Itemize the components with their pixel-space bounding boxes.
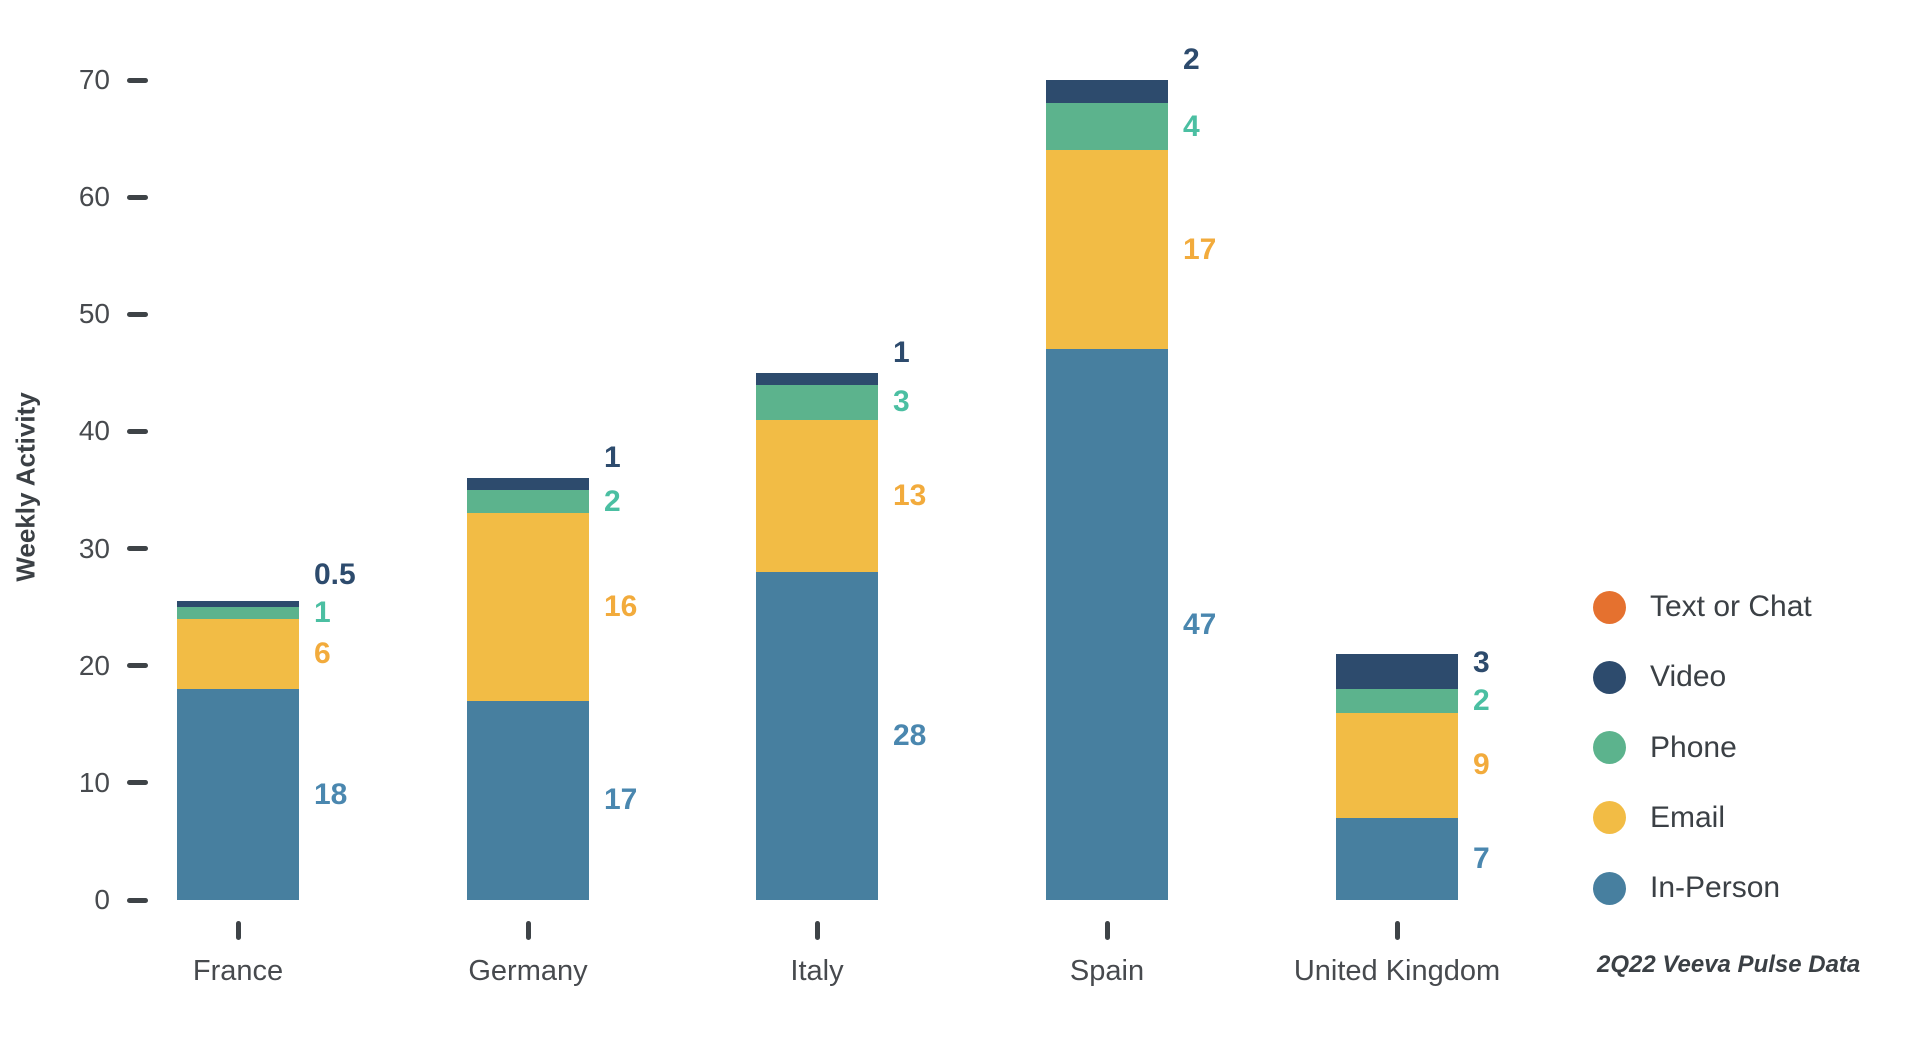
- bar-segment-video-united-kingdom: [1336, 654, 1458, 690]
- legend-swatch-text-or-chat: [1593, 590, 1626, 624]
- bar-segment-in-person-france: [177, 689, 299, 900]
- y-tick-label-30: 30: [78, 532, 110, 564]
- category-label-italy: Italy: [790, 955, 844, 987]
- x-tick-mark-spain: [1104, 921, 1110, 940]
- y-tick-mark-70: [127, 77, 148, 83]
- y-tick-label-20: 20: [78, 649, 110, 681]
- value-label-phone-italy: 3: [893, 385, 910, 419]
- source-note: 2Q22 Veeva Pulse Data: [1597, 951, 1861, 978]
- value-label-phone-france: 1: [314, 596, 331, 629]
- y-tick-mark-30: [127, 546, 148, 552]
- y-tick-mark-50: [127, 311, 148, 317]
- y-tick-label-50: 50: [78, 298, 110, 330]
- x-tick-mark-germany: [525, 921, 531, 940]
- value-label-video-italy: 1: [893, 335, 910, 369]
- value-label-phone-germany: 2: [604, 484, 621, 518]
- bar-segment-phone-united-kingdom: [1336, 689, 1458, 713]
- legend-swatch-email: [1593, 801, 1626, 835]
- value-label-email-italy: 13: [893, 478, 927, 512]
- bar-segment-email-united-kingdom: [1336, 712, 1458, 818]
- y-tick-mark-60: [127, 194, 148, 200]
- legend-label-phone: Phone: [1650, 730, 1737, 764]
- value-label-in-person-italy: 28: [893, 719, 927, 752]
- legend-label-email: Email: [1650, 800, 1726, 834]
- y-tick-label-0: 0: [94, 884, 110, 915]
- value-label-in-person-united-kingdom: 7: [1473, 842, 1490, 875]
- legend-label-in-person: In-Person: [1650, 871, 1781, 905]
- legend-swatch-video: [1593, 660, 1626, 694]
- value-label-video-france: 0.5: [314, 558, 356, 591]
- x-tick-mark-italy: [814, 921, 820, 940]
- bar-segment-email-italy: [756, 419, 878, 572]
- legend-label-video: Video: [1650, 660, 1727, 694]
- value-label-video-spain: 2: [1183, 43, 1200, 76]
- value-label-phone-spain: 4: [1183, 109, 1200, 143]
- value-label-in-person-france: 18: [314, 777, 348, 811]
- bar-segment-video-italy: [756, 372, 878, 385]
- y-tick-mark-40: [127, 428, 148, 434]
- bar-segment-video-germany: [467, 478, 589, 490]
- bar-segment-email-germany: [467, 513, 589, 701]
- category-label-united-kingdom: United Kingdom: [1293, 955, 1501, 987]
- bar-segment-phone-france: [177, 607, 299, 619]
- y-tick-label-40: 40: [78, 415, 110, 447]
- x-tick-mark-france: [235, 921, 241, 940]
- bar-segment-email-spain: [1046, 150, 1168, 350]
- bar-segment-phone-germany: [467, 490, 589, 514]
- category-label-spain: Spain: [1069, 955, 1145, 987]
- bar-segment-video-france: [177, 601, 299, 608]
- value-label-in-person-germany: 17: [604, 783, 638, 817]
- value-label-email-france: 6: [314, 637, 331, 670]
- value-label-email-germany: 16: [604, 590, 638, 624]
- x-tick-mark-united-kingdom: [1394, 921, 1400, 940]
- bar-segment-email-france: [177, 618, 299, 690]
- category-label-france: France: [192, 955, 284, 987]
- bar-segment-in-person-germany: [467, 700, 589, 900]
- category-label-germany: Germany: [468, 955, 588, 987]
- bar-segment-in-person-spain: [1046, 349, 1168, 900]
- value-label-phone-united-kingdom: 2: [1473, 683, 1490, 717]
- value-label-video-germany: 1: [604, 441, 621, 475]
- value-label-in-person-spain: 47: [1183, 607, 1217, 641]
- y-tick-label-60: 60: [78, 181, 110, 213]
- legend-swatch-in-person: [1593, 871, 1626, 905]
- value-label-email-united-kingdom: 9: [1473, 748, 1490, 782]
- legend-label-text-or-chat: Text or Chat: [1650, 590, 1812, 623]
- value-label-video-united-kingdom: 3: [1473, 645, 1490, 679]
- bar-segment-video-spain: [1046, 80, 1168, 104]
- y-tick-mark-0: [127, 897, 148, 903]
- y-tick-label-70: 70: [78, 64, 110, 95]
- bar-segment-in-person-united-kingdom: [1336, 818, 1458, 900]
- y-tick-mark-20: [127, 663, 148, 669]
- bar-segment-phone-spain: [1046, 103, 1168, 151]
- bar-segment-phone-italy: [756, 384, 878, 420]
- bar-segment-in-person-italy: [756, 572, 878, 900]
- y-tick-mark-10: [127, 780, 148, 786]
- value-label-email-spain: 17: [1183, 232, 1217, 266]
- legend-swatch-phone: [1593, 731, 1626, 765]
- y-tick-label-10: 10: [78, 766, 110, 798]
